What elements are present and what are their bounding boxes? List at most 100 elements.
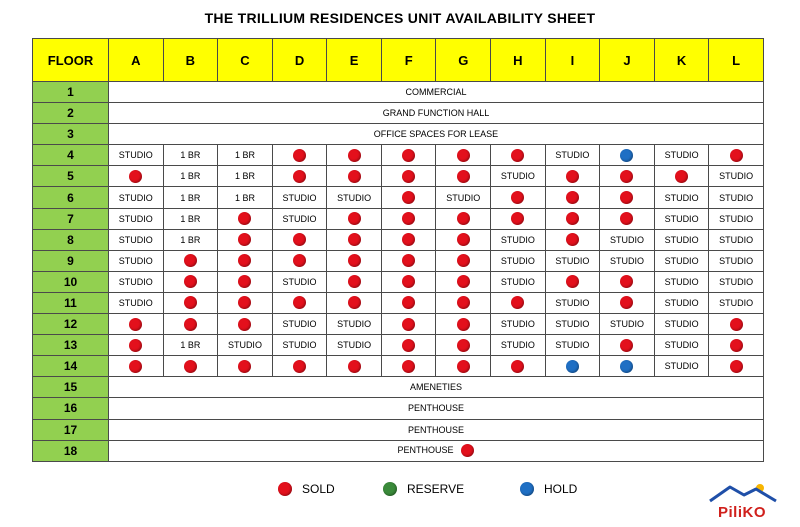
table-row: 2 GRAND FUNCTION HALL [32, 102, 764, 125]
floor-number: 13 [32, 334, 109, 357]
unit-cell-f [380, 291, 437, 315]
unit-cell-g [435, 334, 492, 357]
unit-cell-j [599, 270, 655, 293]
floor-number: 17 [32, 418, 109, 441]
sold-dot-icon [293, 233, 307, 247]
unit-cell-f [380, 313, 437, 336]
floor-span-label: AMENETIES [409, 382, 462, 393]
sold-dot-icon [620, 191, 634, 205]
unit-cell-b: 1 BR [162, 144, 219, 167]
sold-dot-icon [347, 148, 361, 162]
legend-label: HOLD [544, 482, 578, 496]
table-row: 5 1 BR 1 BR STUDIO STUDIO [32, 165, 764, 188]
unit-cell-b [162, 355, 219, 378]
unit-cell-h: STUDIO [490, 334, 546, 357]
sold-dot-icon [402, 296, 416, 310]
page-title: THE TRILLIUM RESIDENCES UNIT AVAILABILIT… [204, 10, 596, 26]
unit-cell-a: STUDIO [108, 291, 164, 315]
unit-cell-a: STUDIO [108, 144, 164, 167]
unit-cell-k: STUDIO [653, 207, 710, 230]
unit-cell-d: STUDIO [271, 334, 328, 357]
table-row: 3 OFFICE SPACES FOR LEASE [32, 123, 764, 146]
sold-dot-icon [456, 317, 470, 331]
unit-cell-h [490, 144, 546, 167]
sold-dot-icon [347, 296, 361, 310]
floor-number: 7 [32, 207, 109, 230]
unit-cell-c [217, 313, 273, 336]
floor-span-label: OFFICE SPACES FOR LEASE [373, 129, 499, 140]
floor-number: 10 [32, 270, 109, 293]
unit-cell-b [162, 291, 219, 315]
unit-cell-d [271, 228, 328, 251]
unit-cell-e [326, 291, 382, 315]
unit-cell-j [599, 165, 655, 188]
floor-number: 12 [32, 313, 109, 336]
unit-cell-c [217, 270, 273, 293]
floor-number: 14 [32, 355, 109, 378]
legend-label: RESERVE [407, 482, 465, 496]
sold-dot-icon [129, 169, 143, 183]
reserve-dot-icon [383, 482, 397, 496]
table-row: 17 PENTHOUSE [32, 418, 764, 441]
unit-cell-a [108, 334, 164, 357]
house-roof-logo-icon [709, 484, 777, 503]
unit-cell-l [708, 144, 764, 167]
table-row: 7 STUDIO 1 BR STUDIO STUDIO STUDIO [32, 207, 764, 230]
unit-cell-i [544, 165, 601, 188]
sold-dot-icon [729, 148, 743, 162]
floor-number: 2 [32, 102, 109, 125]
unit-cell-e [326, 270, 382, 293]
table-row: 6 STUDIO 1 BR 1 BR STUDIO STUDIO STUDIO STUDIO S… [32, 186, 764, 209]
unit-cell-g [435, 228, 492, 251]
unit-cell-c [217, 291, 273, 315]
sold-dot-icon [456, 338, 470, 352]
unit-cell-k: STUDIO [653, 186, 710, 209]
column-header-e: E [326, 38, 382, 82]
sold-dot-icon [238, 296, 252, 310]
unit-cell-g [435, 144, 492, 167]
floor-span-label: PENTHOUSE [407, 424, 464, 435]
unit-cell-g [435, 207, 492, 230]
unit-cell-l: STUDIO [708, 207, 764, 230]
column-header-k: K [653, 38, 710, 82]
unit-cell-f [380, 249, 437, 272]
floor-number: 16 [32, 397, 109, 420]
sold-dot-icon [402, 191, 416, 205]
unit-cell-l: STUDIO [708, 270, 764, 293]
unit-cell-a [108, 355, 164, 378]
sold-dot-icon [402, 148, 416, 162]
unit-cell-i: STUDIO [544, 144, 601, 167]
unit-cell-h: STUDIO [490, 228, 546, 251]
sold-dot-icon [620, 338, 634, 352]
unit-cell-g [435, 270, 492, 293]
unit-cell-c [217, 249, 273, 272]
unit-cell-g: STUDIO [435, 186, 492, 209]
floor-span-label: COMMERCIAL [405, 87, 467, 98]
column-header-j: J [599, 38, 655, 82]
unit-cell-d [271, 249, 328, 272]
unit-cell-l [708, 313, 764, 336]
unit-cell-a: STUDIO [108, 228, 164, 251]
unit-cell-j [599, 334, 655, 357]
column-header-h: H [490, 38, 546, 82]
floor-span-cell: OFFICE SPACES FOR LEASE [108, 123, 764, 146]
floor-span-cell: COMMERCIAL [108, 80, 764, 104]
unit-cell-l: STUDIO [708, 165, 764, 188]
unit-cell-l: STUDIO [708, 186, 764, 209]
unit-cell-e: STUDIO [326, 313, 382, 336]
unit-cell-f [380, 334, 437, 357]
unit-cell-e [326, 249, 382, 272]
unit-cell-f [380, 186, 437, 209]
sold-dot-icon [238, 275, 252, 289]
sold-dot-icon [129, 359, 143, 373]
floor-number: 11 [32, 291, 109, 315]
unit-cell-i [544, 186, 601, 209]
floor-number: 5 [32, 165, 109, 188]
unit-cell-g [435, 291, 492, 315]
unit-cell-a: STUDIO [108, 270, 164, 293]
sold-dot-icon [293, 148, 307, 162]
unit-cell-d [271, 165, 328, 188]
table-row: 11 STUDIO STUDIO STUDIO STUDIO [32, 291, 764, 315]
unit-cell-l: STUDIO [708, 249, 764, 272]
hold-dot-icon [620, 359, 634, 373]
